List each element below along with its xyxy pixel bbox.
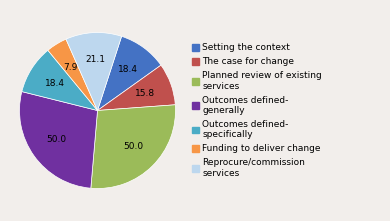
Wedge shape xyxy=(20,91,98,188)
Text: 50.0: 50.0 xyxy=(123,142,143,151)
Text: 21.1: 21.1 xyxy=(85,55,105,64)
Wedge shape xyxy=(98,65,175,110)
Wedge shape xyxy=(98,36,161,110)
Text: 18.4: 18.4 xyxy=(117,65,137,74)
Legend: Setting the context, The case for change, Planned review of existing
services, O: Setting the context, The case for change… xyxy=(190,42,324,179)
Text: 7.9: 7.9 xyxy=(64,63,78,72)
Wedge shape xyxy=(66,32,122,110)
Wedge shape xyxy=(91,105,176,189)
Text: 15.8: 15.8 xyxy=(135,89,155,98)
Text: 50.0: 50.0 xyxy=(46,135,66,145)
Text: 18.4: 18.4 xyxy=(44,79,65,88)
Wedge shape xyxy=(48,39,98,110)
Wedge shape xyxy=(22,50,98,110)
